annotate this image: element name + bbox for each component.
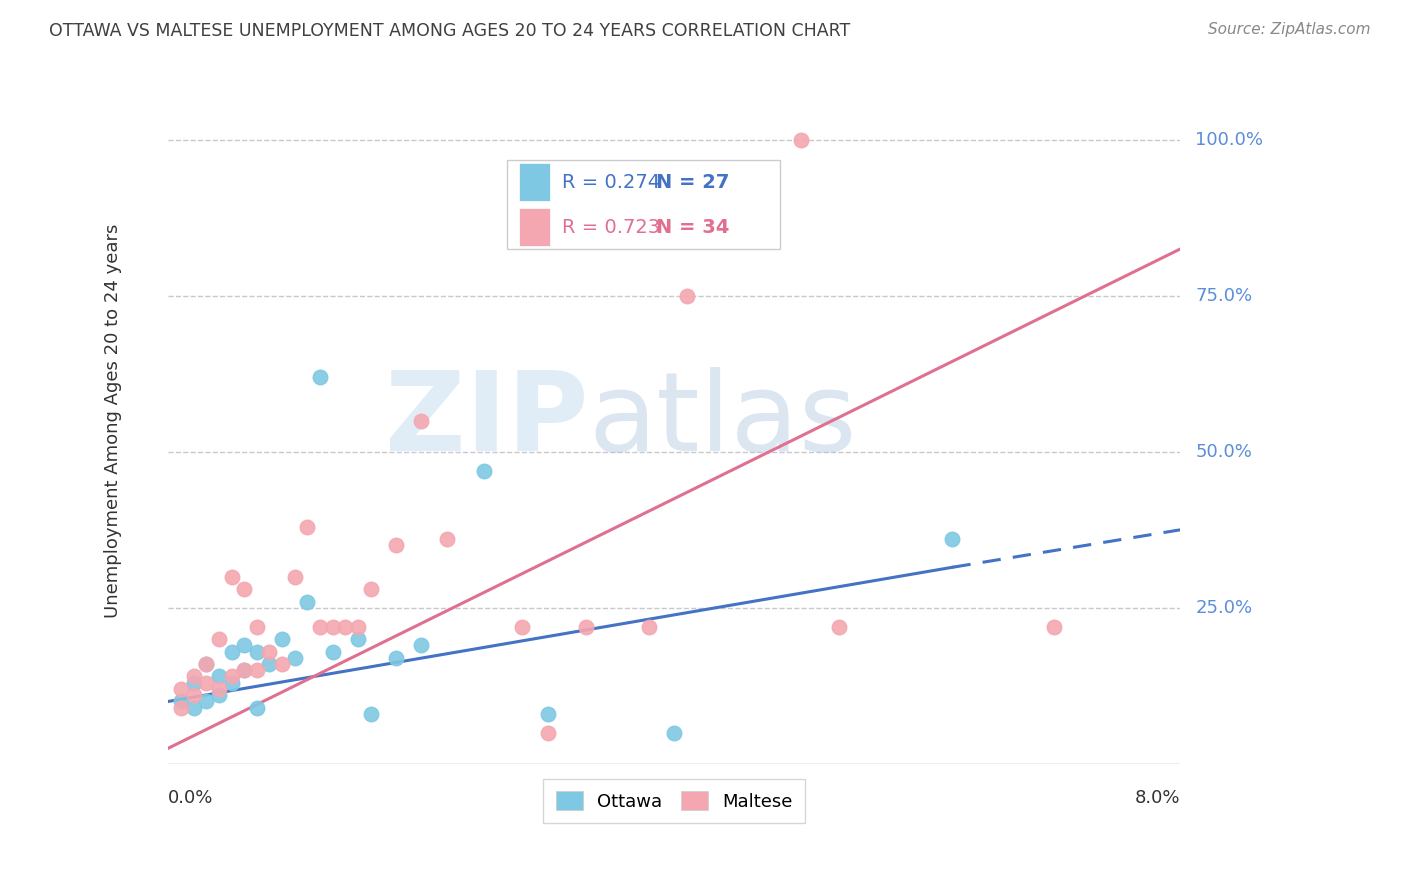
Point — [208, 688, 231, 702]
Point — [195, 657, 218, 671]
Point — [259, 657, 281, 671]
Point — [246, 644, 269, 658]
Point — [347, 632, 370, 646]
Point — [789, 133, 811, 147]
Point — [233, 638, 256, 652]
Point — [233, 663, 256, 677]
Point — [941, 532, 963, 546]
Point — [271, 632, 294, 646]
Point — [1042, 619, 1064, 633]
Point — [183, 700, 205, 714]
Text: 8.0%: 8.0% — [1135, 789, 1180, 806]
Point — [385, 538, 408, 552]
Text: OTTAWA VS MALTESE UNEMPLOYMENT AMONG AGES 20 TO 24 YEARS CORRELATION CHART: OTTAWA VS MALTESE UNEMPLOYMENT AMONG AGE… — [49, 22, 851, 40]
Point — [246, 700, 269, 714]
Text: 75.0%: 75.0% — [1195, 287, 1253, 305]
Point — [183, 675, 205, 690]
Point — [347, 619, 370, 633]
Point — [676, 289, 699, 303]
FancyBboxPatch shape — [508, 160, 780, 249]
Point — [170, 700, 193, 714]
Point — [170, 694, 193, 708]
Point — [411, 638, 433, 652]
Point — [322, 619, 344, 633]
Point — [195, 657, 218, 671]
Point — [284, 650, 307, 665]
Point — [208, 669, 231, 683]
Point — [638, 619, 661, 633]
Point — [335, 619, 357, 633]
Point — [221, 569, 243, 583]
Point — [183, 688, 205, 702]
Point — [259, 644, 281, 658]
Point — [246, 663, 269, 677]
Text: ZIP: ZIP — [385, 368, 588, 475]
Text: R = 0.274: R = 0.274 — [562, 173, 659, 192]
Point — [436, 532, 458, 546]
Point — [360, 706, 382, 721]
Point — [297, 594, 319, 608]
Point — [233, 663, 256, 677]
Point — [575, 619, 598, 633]
Point — [309, 370, 332, 384]
Text: Source: ZipAtlas.com: Source: ZipAtlas.com — [1208, 22, 1371, 37]
Point — [297, 519, 319, 533]
Point — [309, 619, 332, 633]
Point — [385, 650, 408, 665]
Text: 25.0%: 25.0% — [1195, 599, 1253, 617]
Point — [322, 644, 344, 658]
Point — [664, 725, 686, 739]
Text: Unemployment Among Ages 20 to 24 years: Unemployment Among Ages 20 to 24 years — [104, 223, 122, 618]
Point — [221, 669, 243, 683]
Point — [183, 669, 205, 683]
Point — [827, 619, 849, 633]
Point — [221, 644, 243, 658]
Point — [208, 681, 231, 696]
FancyBboxPatch shape — [519, 208, 550, 245]
Text: R = 0.723: R = 0.723 — [562, 218, 659, 236]
Point — [195, 675, 218, 690]
Point — [512, 619, 534, 633]
Text: N = 34: N = 34 — [657, 218, 730, 236]
Point — [195, 694, 218, 708]
Text: atlas: atlas — [588, 368, 856, 475]
Point — [271, 657, 294, 671]
Text: N = 27: N = 27 — [657, 173, 730, 192]
Point — [474, 464, 496, 478]
Text: 100.0%: 100.0% — [1195, 131, 1264, 149]
Point — [246, 619, 269, 633]
Point — [208, 632, 231, 646]
Legend: Ottawa, Maltese: Ottawa, Maltese — [543, 779, 806, 823]
Text: 50.0%: 50.0% — [1195, 442, 1253, 461]
Point — [284, 569, 307, 583]
Point — [360, 582, 382, 596]
Text: 0.0%: 0.0% — [169, 789, 214, 806]
Point — [537, 706, 560, 721]
Point — [537, 725, 560, 739]
Point — [411, 414, 433, 428]
Point — [170, 681, 193, 696]
Point — [221, 675, 243, 690]
FancyBboxPatch shape — [519, 163, 550, 201]
Point — [233, 582, 256, 596]
